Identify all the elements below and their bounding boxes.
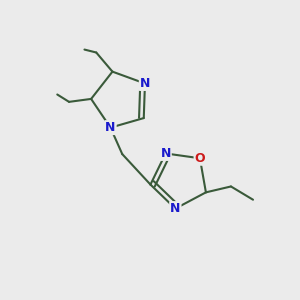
Text: N: N [105,121,116,134]
Text: N: N [140,77,150,90]
Text: O: O [195,152,205,165]
Text: N: N [170,202,181,215]
Text: N: N [160,147,171,160]
